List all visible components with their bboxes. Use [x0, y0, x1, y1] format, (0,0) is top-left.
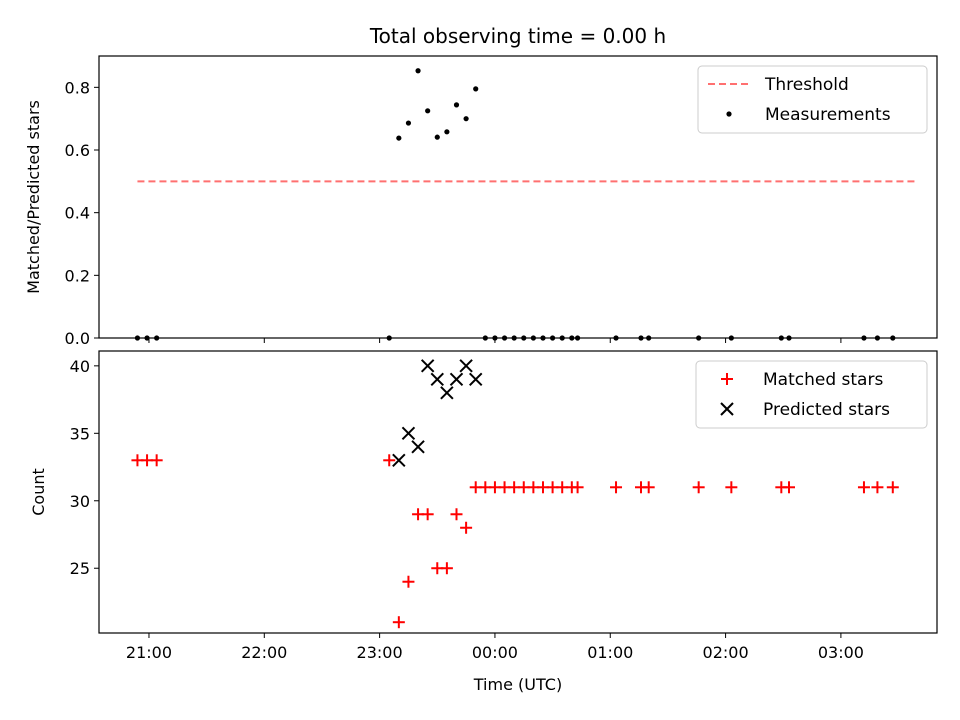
matched-star-point [610, 481, 623, 494]
count-x-tick-label: 01:00 [587, 643, 633, 662]
measurement-point [453, 102, 460, 108]
count-y-tick-label: 25 [70, 559, 90, 578]
matched-star-point [571, 481, 584, 494]
matched-star-point [440, 562, 453, 575]
ratio-y-tick-label: 0.0 [65, 329, 90, 348]
predicted-legend-swatch [720, 402, 734, 416]
ratio-axes-frame [98, 55, 938, 339]
count-x-tick-label: 02:00 [703, 643, 749, 662]
matched-star-point [421, 508, 434, 521]
predicted-star-point [420, 359, 435, 373]
count-y-tick-label: 40 [70, 357, 90, 376]
count-y-tick-label: 35 [70, 424, 90, 443]
predicted-star-point [469, 372, 483, 387]
count-x-tick-label: 22:00 [241, 643, 287, 662]
matched-legend-swatch [721, 373, 733, 385]
count-panel: 25 30 35 40 21:00 22:00 23:00 00:00 01:00 02:00 0… [29, 350, 938, 694]
predicted-star-points [392, 359, 483, 467]
count-x-tick-label: 03:00 [818, 643, 864, 662]
predicted-star-point [440, 386, 454, 400]
count-x-axis-label: Time (UTC) [473, 675, 562, 694]
ratio-panel: 0.00.20.40.60.8 Matched/Predicted stars … [24, 55, 938, 348]
measurement-legend-swatch [726, 111, 732, 117]
ratio-y-tick-label: 0.4 [65, 204, 90, 223]
measurement-point [463, 116, 469, 122]
matched-star-point [692, 481, 705, 494]
matched-star-point [886, 481, 899, 494]
matched-star-point [725, 481, 738, 494]
ratio-y-axis-label: Matched/Predicted stars [24, 100, 43, 294]
matched-star-point [871, 481, 884, 494]
chart-title: Total observing time = 0.00 h [369, 24, 666, 48]
count-x-tick-label: 21:00 [126, 643, 172, 662]
ratio-legend: Threshold Measurements [697, 65, 928, 134]
count-x-tick-label: 00:00 [472, 643, 518, 662]
predicted-star-point [449, 372, 464, 387]
predicted-star-point [411, 440, 425, 454]
measurement-point [434, 134, 440, 140]
count-legend-box [695, 360, 928, 429]
count-axes-frame [98, 350, 938, 634]
measurement-legend-label: Measurements [765, 105, 891, 125]
matched-star-point [783, 481, 796, 494]
matched-star-points [131, 454, 899, 629]
count-x-ticks: 21:00 22:00 23:00 00:00 01:00 02:00 03:00 [126, 633, 864, 662]
count-y-axis-label: Count [29, 468, 48, 516]
predicted-star-point [459, 359, 473, 373]
matched-star-point [857, 481, 870, 494]
matched-star-point [450, 508, 463, 521]
measurement-point [473, 86, 479, 92]
measurement-point [405, 120, 412, 126]
threshold-legend-label: Threshold [764, 75, 849, 95]
ratio-y-tick-label: 0.6 [65, 141, 90, 160]
matched-star-point [392, 616, 405, 629]
ratio-y-tick-label: 0.2 [65, 266, 90, 285]
count-y-ticks: 25 30 35 40 [70, 357, 99, 578]
count-legend: Matched stars Predicted stars [695, 360, 928, 429]
ratio-y-tick-label: 0.8 [65, 78, 90, 97]
ratio-legend-box [697, 65, 928, 134]
matched-legend-label: Matched stars [763, 370, 883, 390]
predicted-star-point [392, 453, 406, 467]
matched-star-point [150, 454, 163, 467]
measurement-point [415, 68, 421, 74]
matched-star-point [460, 521, 473, 534]
count-x-tick-label: 23:00 [357, 643, 403, 662]
matched-star-point [642, 481, 655, 494]
matched-star-point [402, 575, 415, 588]
count-y-tick-label: 30 [70, 492, 90, 511]
predicted-star-point [430, 372, 444, 387]
measurement-point [425, 108, 431, 114]
measurement-point [396, 135, 402, 141]
measurement-point [444, 129, 450, 135]
ratio-y-ticks: 0.0 0.2 0.4 0.6 0.8 [65, 78, 99, 348]
predicted-legend-label: Predicted stars [763, 400, 890, 420]
matched-star-point [383, 454, 396, 467]
predicted-star-point [401, 426, 416, 441]
